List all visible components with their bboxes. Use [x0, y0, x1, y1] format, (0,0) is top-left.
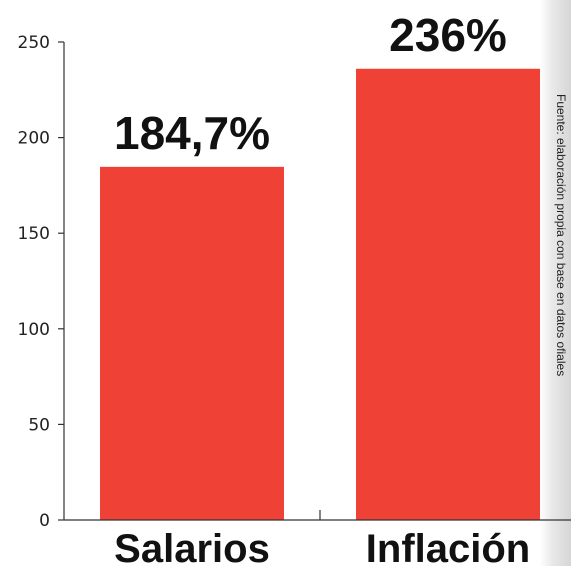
bar-value-label: 236% — [389, 9, 507, 61]
bar-inflación — [356, 68, 540, 520]
x-category-label: Inflación — [366, 527, 530, 566]
x-axis — [64, 510, 571, 521]
y-tick-label: 0 — [39, 511, 50, 531]
y-tick-label: 200 — [18, 129, 50, 149]
source-note: Fuente: elaboración propia con base en d… — [554, 94, 568, 376]
bars — [100, 68, 540, 520]
bar-salarios — [100, 166, 284, 520]
category-labels: Salarios Inflación — [114, 527, 530, 566]
y-tick-label: 150 — [18, 224, 50, 244]
y-axis: 0 50 100 150 200 250 — [18, 33, 65, 531]
y-tick-label: 50 — [28, 415, 50, 435]
bar-value-label: 184,7% — [114, 107, 270, 159]
x-category-label: Salarios — [114, 527, 270, 566]
value-labels: 184,7% 236% — [114, 9, 507, 159]
y-tick-label: 100 — [18, 320, 50, 340]
y-tick-label: 250 — [18, 33, 50, 53]
